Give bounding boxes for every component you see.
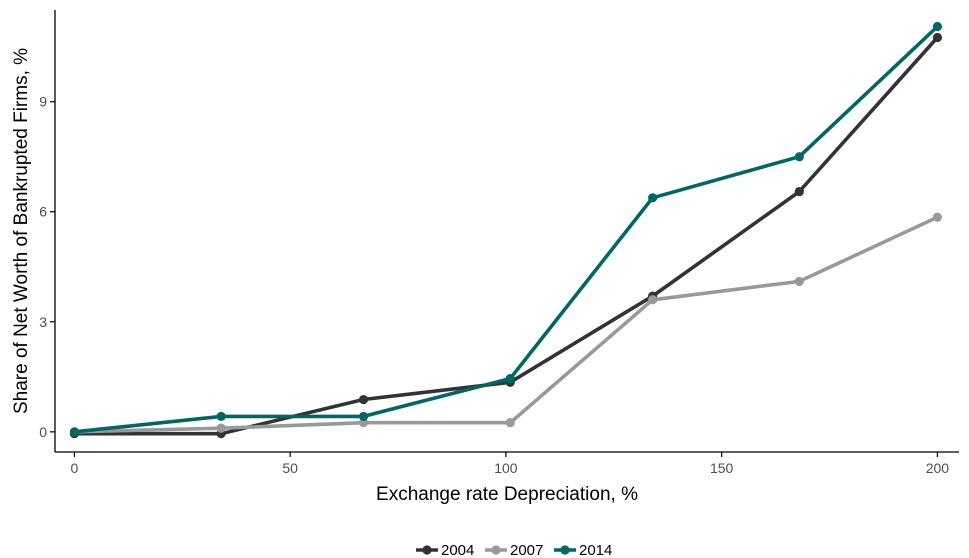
data-point-2014 (648, 193, 658, 203)
series-2014 (69, 21, 943, 437)
data-point-2014 (505, 374, 515, 384)
legend: 2004 2007 2014 (416, 542, 612, 558)
legend-key-point (422, 545, 432, 555)
y-tick-label: 6 (39, 204, 47, 220)
data-point-2014 (932, 21, 943, 32)
legend-item-2004: 2004 (416, 542, 474, 558)
data-point-2007 (794, 276, 804, 287)
x-tick-label: 200 (926, 460, 950, 476)
y-tick-label: 0 (39, 424, 47, 440)
data-point-2007 (648, 295, 658, 305)
legend-label: 2007 (510, 542, 543, 558)
legend-key-point (560, 545, 570, 555)
series-line-2007 (72, 215, 940, 434)
x-tick-label: 100 (494, 460, 518, 476)
legend-label: 2014 (579, 542, 612, 558)
y-ticks: 0 3 6 9 (39, 94, 55, 440)
y-tick-label: 9 (39, 94, 47, 110)
data-point-2014 (216, 411, 226, 422)
data-point-2007 (932, 212, 943, 222)
legend-key-point (491, 545, 501, 555)
legend-item-2014: 2014 (554, 542, 612, 558)
y-axis-title: Share of Net Worth of Bankrupted Firms, … (11, 48, 32, 414)
data-point-2004 (358, 394, 369, 405)
legend-item-2007: 2007 (485, 542, 543, 558)
data-point-2014 (794, 152, 804, 162)
y-tick-label: 3 (39, 314, 47, 330)
x-axis-title: Exchange rate Depreciation, % (376, 484, 638, 505)
series-2007 (69, 212, 943, 437)
data-point-2004 (794, 186, 804, 197)
axes (54, 10, 959, 453)
x-tick-label: 150 (710, 460, 734, 476)
series-line-2014 (72, 24, 940, 434)
series-layer (69, 21, 943, 439)
data-point-2007 (216, 423, 226, 433)
data-point-2014 (358, 411, 369, 422)
legend-label: 2004 (441, 542, 474, 558)
x-tick-label: 0 (71, 460, 79, 476)
series-line-2004 (72, 35, 940, 436)
data-point-2014 (69, 427, 80, 437)
x-tick-label: 50 (282, 460, 298, 476)
data-point-2004 (932, 32, 943, 43)
x-ticks: 0 50 100 150 200 (71, 452, 950, 476)
data-point-2007 (505, 418, 515, 428)
